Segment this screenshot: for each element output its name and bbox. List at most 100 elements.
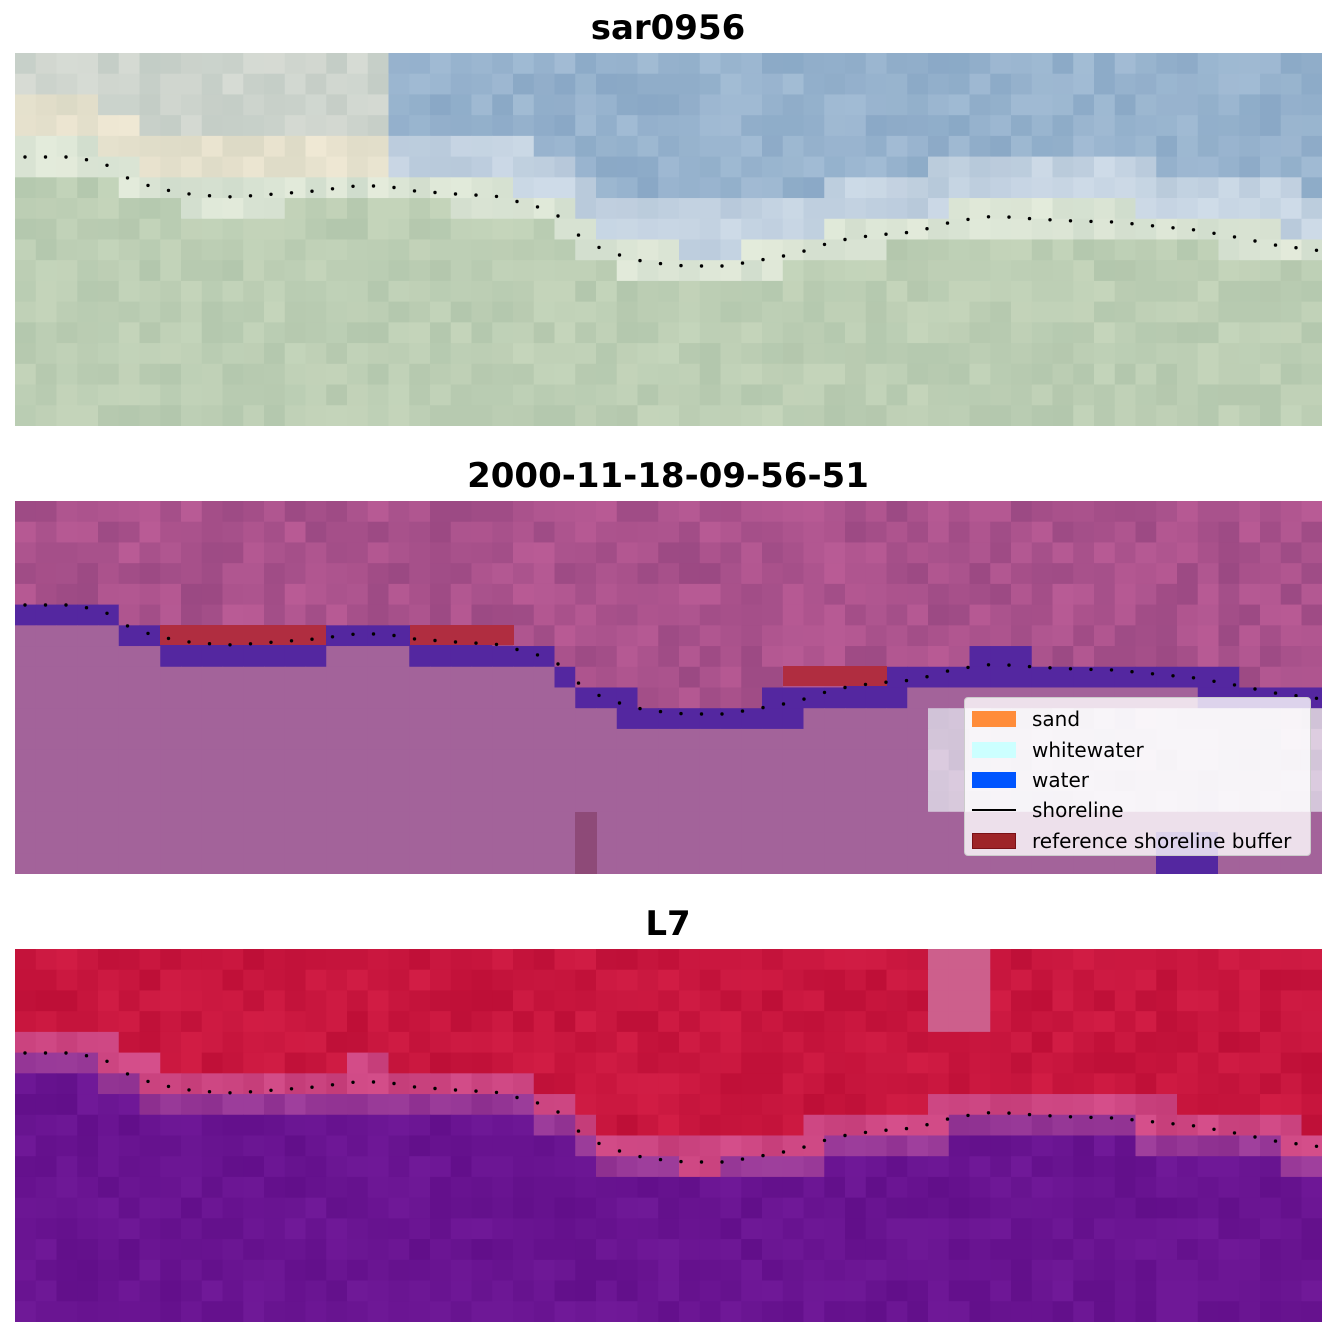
pixel [222, 708, 244, 730]
pixel [305, 1031, 327, 1054]
pixel [865, 969, 888, 992]
pixel [533, 260, 556, 282]
pixel [990, 198, 1012, 220]
pixel [845, 280, 867, 303]
pixel [409, 1176, 431, 1199]
pixel [1011, 135, 1033, 158]
pixel [679, 728, 701, 751]
pixel [845, 343, 867, 365]
pixel [160, 728, 182, 751]
shoreline-point [1109, 1116, 1114, 1120]
pixel [56, 949, 78, 971]
pixel [139, 625, 161, 647]
pixel [928, 969, 950, 992]
pixel [1156, 73, 1178, 96]
pixel [1031, 1073, 1054, 1095]
pixel [1301, 1073, 1322, 1095]
pixel [326, 115, 348, 137]
pixel [471, 791, 493, 813]
pixel [990, 666, 1012, 689]
pixel [409, 198, 431, 220]
pixel [1135, 1218, 1157, 1240]
pixel [969, 501, 991, 523]
pixel [1094, 501, 1116, 523]
pixel [1260, 343, 1282, 365]
pixel [1114, 1218, 1137, 1240]
pixel [201, 949, 224, 971]
pixel [56, 405, 78, 426]
pixel [409, 521, 431, 544]
pixel [1052, 1114, 1074, 1137]
pixel [1280, 218, 1303, 241]
pixel [948, 301, 971, 323]
pixel [513, 322, 535, 344]
sand-swatch [972, 711, 1016, 728]
pixel [554, 583, 576, 606]
pixel [886, 218, 908, 241]
pixel [1135, 53, 1157, 75]
pixel [928, 1280, 950, 1302]
pixel [264, 728, 286, 751]
pixel [1218, 343, 1240, 365]
pixel [1177, 405, 1199, 426]
pixel [305, 218, 327, 241]
pixel [928, 770, 950, 792]
pixel [1073, 1135, 1095, 1157]
pixel [492, 708, 514, 730]
pixel [658, 94, 680, 116]
pixel [513, 770, 535, 792]
pixel [367, 542, 390, 564]
pixel [1073, 990, 1095, 1012]
pixel [554, 94, 576, 116]
pixel [699, 501, 722, 523]
pixel [471, 94, 493, 116]
pixel [492, 1156, 514, 1178]
pixel [347, 770, 369, 792]
pixel [616, 1280, 639, 1302]
pixel [1011, 563, 1033, 585]
pixel [969, 177, 991, 199]
pixel [1135, 1197, 1157, 1219]
pixel [243, 749, 265, 771]
pixel [1156, 177, 1178, 199]
pixel [367, 1052, 390, 1074]
pixel [990, 135, 1012, 158]
pixel [720, 1135, 742, 1157]
pixel [15, 1156, 37, 1178]
pixel [990, 1094, 1012, 1116]
shoreline-point [289, 1087, 294, 1091]
pixel [1156, 1176, 1178, 1199]
pixel [1280, 1011, 1303, 1033]
pixel [1156, 542, 1178, 564]
pixel [616, 1135, 639, 1157]
pixel [803, 563, 825, 585]
pixel [15, 791, 37, 813]
pixel [990, 1301, 1012, 1322]
pixel [1218, 73, 1240, 96]
pixel [367, 135, 390, 158]
pixel [367, 1156, 390, 1178]
pixel [907, 301, 929, 323]
pixel [762, 811, 784, 834]
pixel [1197, 280, 1220, 303]
pixel [948, 1280, 971, 1302]
pixel [222, 542, 244, 564]
pixel [1094, 218, 1116, 241]
pixel [160, 405, 182, 426]
pixel [637, 73, 659, 96]
pixel [1301, 1218, 1322, 1240]
pixel [1094, 1156, 1116, 1178]
pixel [969, 260, 991, 282]
pixel [367, 1073, 390, 1095]
pixel [596, 811, 618, 834]
legend-item-shoreline: shoreline [972, 795, 1310, 825]
pixel [98, 791, 120, 813]
pixel [907, 749, 929, 771]
pixel [35, 604, 58, 626]
pixel [513, 604, 535, 626]
pixel [928, 853, 950, 874]
pixel [513, 384, 535, 406]
pixel [430, 53, 452, 75]
pixel [990, 260, 1012, 282]
pixel [596, 198, 618, 220]
